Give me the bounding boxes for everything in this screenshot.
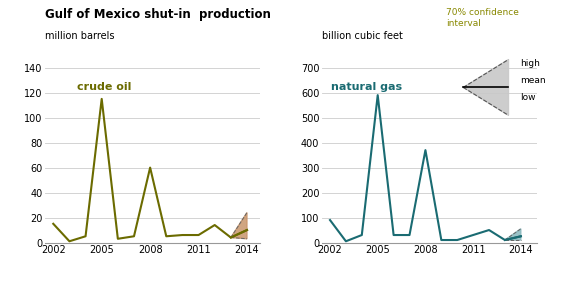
Polygon shape (231, 213, 247, 239)
Polygon shape (463, 60, 508, 115)
Text: mean: mean (520, 76, 546, 85)
Text: billion cubic feet: billion cubic feet (322, 31, 403, 41)
Text: high: high (520, 59, 540, 68)
Text: low: low (520, 93, 536, 102)
Text: million barrels: million barrels (45, 31, 115, 41)
Text: Gulf of Mexico shut-in  production: Gulf of Mexico shut-in production (45, 8, 271, 21)
Text: 70% confidence
interval: 70% confidence interval (446, 8, 519, 28)
Polygon shape (505, 229, 521, 240)
Text: natural gas: natural gas (331, 82, 402, 92)
Text: crude oil: crude oil (77, 82, 132, 92)
